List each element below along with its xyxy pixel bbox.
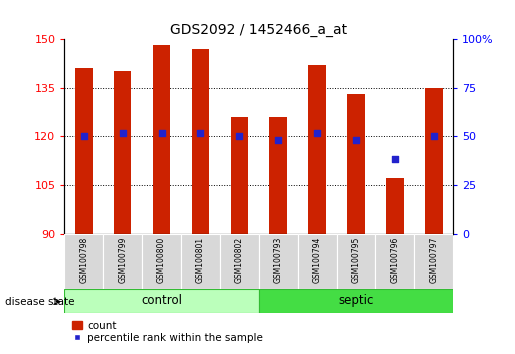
- Point: [80, 133, 88, 139]
- Bar: [103, 234, 142, 289]
- Bar: [64, 234, 103, 289]
- Bar: [386, 178, 404, 234]
- Point: [430, 133, 438, 139]
- Bar: [142, 234, 181, 289]
- Text: GSM100794: GSM100794: [313, 237, 321, 283]
- Title: GDS2092 / 1452466_a_at: GDS2092 / 1452466_a_at: [170, 23, 347, 36]
- Text: GSM100801: GSM100801: [196, 237, 205, 283]
- Point: [391, 156, 399, 162]
- Bar: [375, 234, 414, 289]
- Bar: [269, 117, 287, 234]
- Bar: [192, 48, 209, 234]
- Bar: [220, 234, 259, 289]
- Text: GSM100802: GSM100802: [235, 237, 244, 283]
- Bar: [75, 68, 93, 234]
- Text: control: control: [141, 295, 182, 307]
- Bar: [425, 87, 442, 234]
- Text: GSM100793: GSM100793: [274, 237, 283, 283]
- Bar: [347, 94, 365, 234]
- Point: [235, 133, 244, 139]
- Bar: [231, 117, 248, 234]
- Bar: [259, 234, 298, 289]
- Bar: [337, 234, 375, 289]
- Point: [274, 137, 282, 142]
- Point: [158, 130, 166, 136]
- Bar: [181, 234, 220, 289]
- Point: [313, 130, 321, 136]
- Bar: [114, 72, 131, 234]
- Text: GSM100800: GSM100800: [157, 237, 166, 283]
- Point: [352, 137, 360, 142]
- Bar: [308, 65, 326, 234]
- Bar: [259, 289, 453, 313]
- Point: [118, 130, 127, 136]
- Text: GSM100797: GSM100797: [430, 237, 438, 283]
- Bar: [298, 234, 336, 289]
- Point: [196, 130, 204, 136]
- Legend: count, percentile rank within the sample: count, percentile rank within the sample: [70, 319, 265, 345]
- Bar: [153, 45, 170, 234]
- Bar: [64, 289, 259, 313]
- Text: septic: septic: [338, 295, 374, 307]
- Text: GSM100796: GSM100796: [390, 237, 399, 283]
- Text: GSM100798: GSM100798: [79, 237, 88, 283]
- Bar: [414, 234, 453, 289]
- Text: GSM100795: GSM100795: [352, 237, 360, 283]
- Text: GSM100799: GSM100799: [118, 237, 127, 283]
- Text: disease state: disease state: [5, 297, 75, 307]
